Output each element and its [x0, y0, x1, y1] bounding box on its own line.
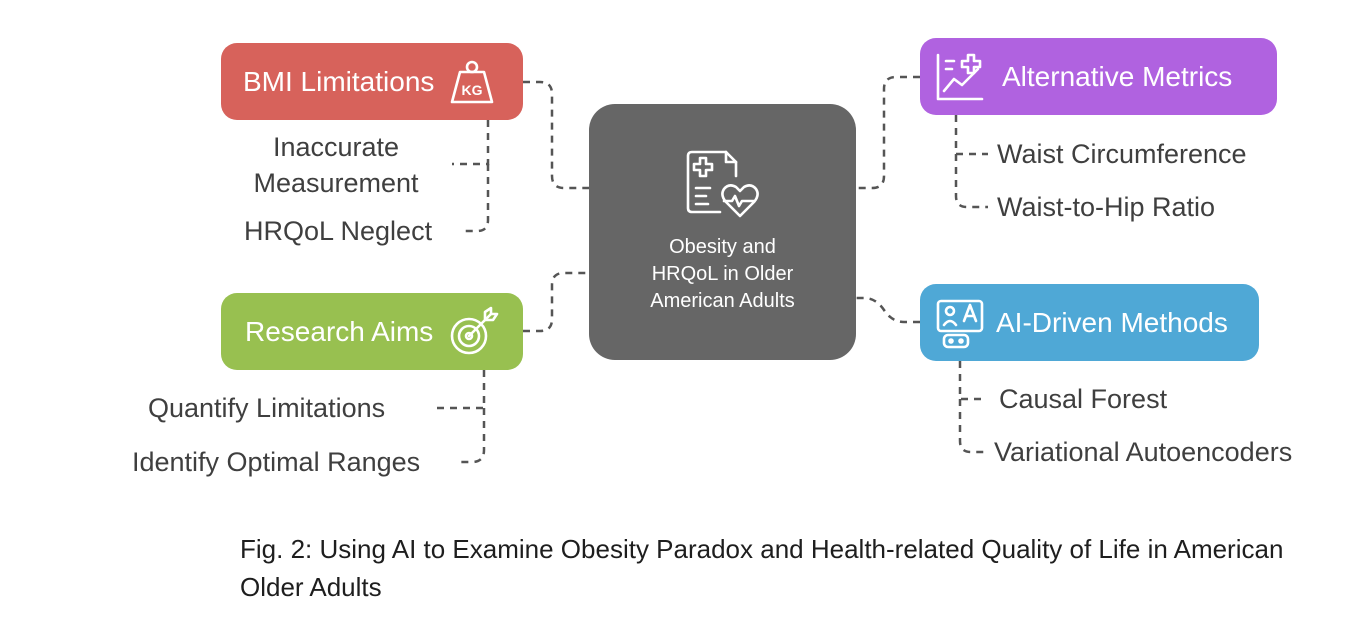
connector-ai-causal [958, 361, 986, 401]
connector-ai-vae [958, 399, 984, 454]
branch-bmi-label: BMI Limitations [243, 65, 435, 97]
connector-bmi-inaccurate [452, 120, 490, 166]
branch-research-aims: Research Aims [221, 293, 523, 370]
connector-aims-quantify [432, 370, 486, 410]
figure-caption: Fig. 2: Using AI to Examine Obesity Para… [240, 534, 1284, 602]
bmi-item-hrqol-neglect: HRQoL Neglect [244, 216, 433, 246]
branch-bmi-limitations: BMI Limitations KG [221, 43, 523, 120]
health-record-heart-icon [686, 150, 759, 218]
branch-alternative-metrics: Alternative Metrics [920, 38, 1277, 115]
branch-aims-label: Research Aims [245, 315, 434, 347]
connector-alt-waist [954, 115, 988, 156]
aims-item-identify-optimal-ranges: Identify Optimal Ranges [132, 447, 421, 477]
svg-text:KG: KG [462, 82, 483, 98]
alt-item-waist-circumference: Waist Circumference [997, 139, 1247, 169]
chart-plus-icon [936, 53, 984, 100]
kg-weight-icon: KG [451, 60, 494, 103]
central-topic-node: Obesity and HRQoL in Older American Adul… [589, 104, 856, 360]
connector-ai [856, 296, 920, 324]
connector-bmi [523, 80, 589, 190]
branch-alt-label: Alternative Metrics [1002, 60, 1233, 92]
connector-aims-identify [458, 408, 486, 464]
connector-alt-ratio [954, 154, 988, 209]
aims-item-quantify-limitations: Quantify Limitations [148, 393, 386, 423]
branch-ai-driven-methods: AI-Driven Methods [920, 284, 1259, 361]
alt-item-waist-to-hip-ratio: Waist-to-Hip Ratio [997, 192, 1216, 222]
bmi-item-inaccurate-measurement: Inaccurate Measurement [253, 132, 419, 198]
connector-aims [523, 271, 589, 333]
central-topic-title: Obesity and HRQoL in Older American Adul… [650, 236, 795, 312]
connector-bmi-hrqol [460, 164, 490, 233]
ai-robot-icon [936, 299, 984, 348]
ai-item-variational-autoencoders: Variational Autoencoders [994, 437, 1293, 467]
connector-alt [856, 75, 920, 190]
ai-item-causal-forest: Causal Forest [999, 384, 1168, 414]
target-arrow-icon [450, 306, 499, 354]
branch-ai-label: AI-Driven Methods [996, 306, 1228, 338]
